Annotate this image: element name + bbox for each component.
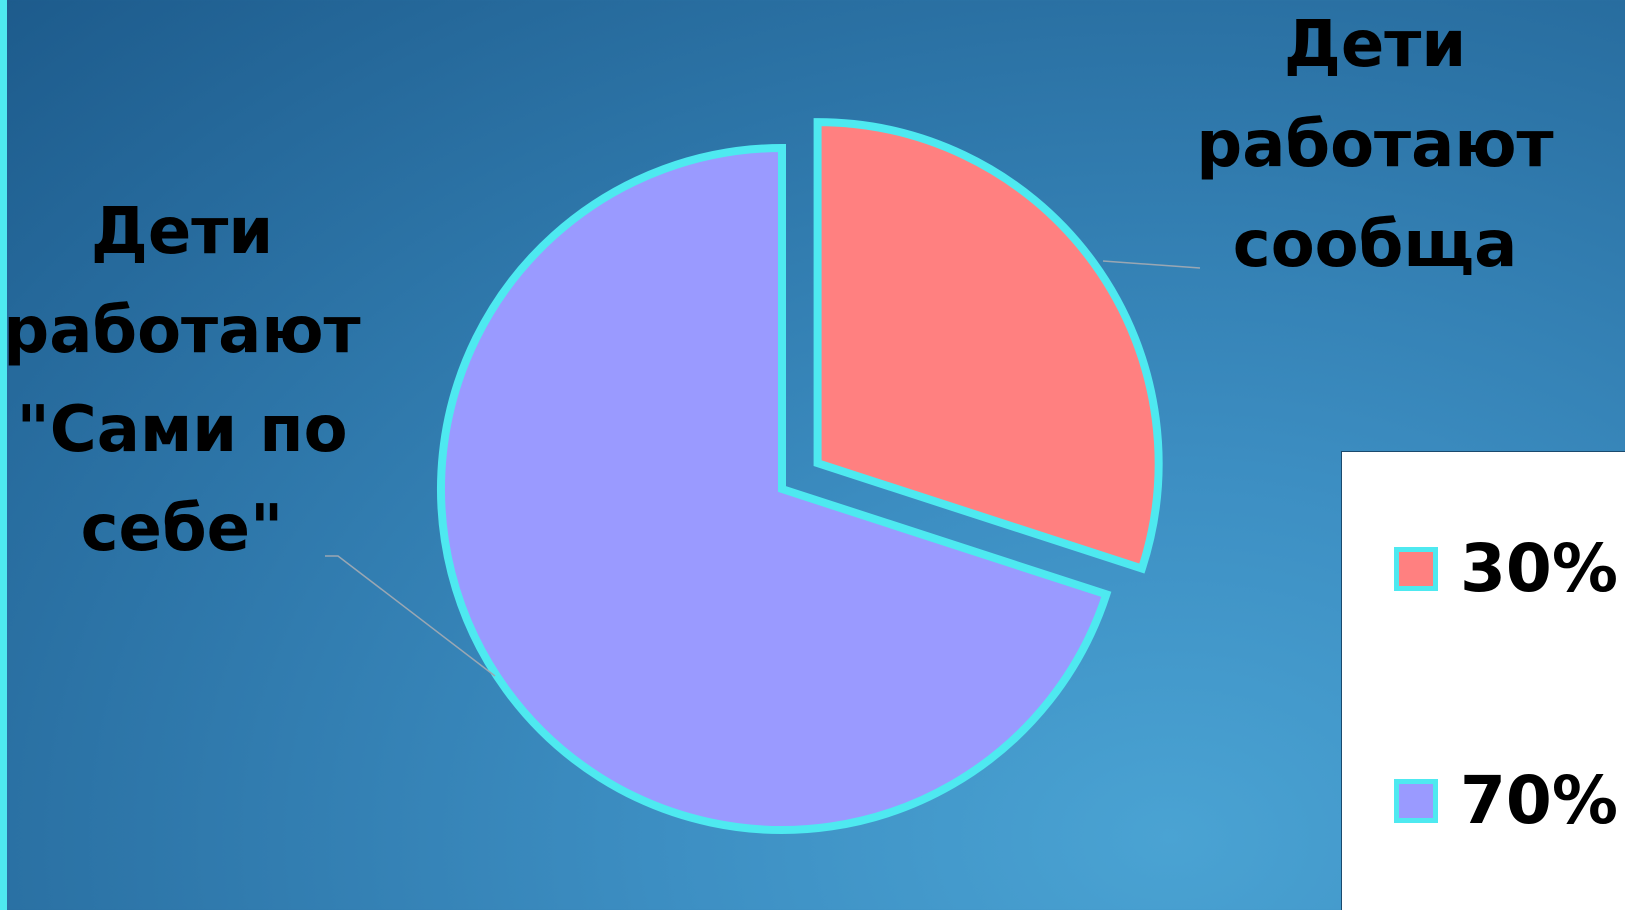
legend-item-1[interactable]: 70%	[1394, 768, 1618, 834]
legend-item-0[interactable]: 30%	[1394, 536, 1618, 602]
slice-label-1-line-1: работают	[3, 294, 360, 368]
slice-label-1: Дети работают "Сами по себе"	[3, 195, 360, 566]
leader-lines	[325, 260, 1201, 677]
slice-labels: Дети работают сообща Дети работают "Сами по се…	[3, 8, 1553, 566]
slice-label-1-line-2: "Сами по	[16, 393, 347, 467]
left-edge-accent	[0, 0, 7, 910]
slice-label-0-line-0: Дети	[1284, 8, 1466, 82]
slice-label-1-line-0: Дети	[91, 195, 273, 269]
slice-label-0: Дети работают сообща	[1196, 8, 1553, 282]
legend-label-0: 30%	[1460, 530, 1618, 607]
legend-swatch-0	[1394, 547, 1438, 591]
pie-slices	[437, 118, 1163, 834]
legend-label-1: 70%	[1460, 762, 1618, 839]
pie-slice-0[interactable]	[813, 118, 1163, 574]
legend: 30% 70%	[1341, 451, 1625, 910]
slice-label-0-line-1: работают	[1196, 108, 1553, 182]
legend-swatch-1	[1394, 779, 1438, 823]
slice-label-1-line-3: себе"	[81, 492, 284, 566]
slice-label-0-line-2: сообща	[1233, 208, 1518, 282]
leader-line-0	[1102, 260, 1201, 269]
pie-slice-1[interactable]	[437, 143, 1112, 834]
leader-line-1	[325, 555, 496, 677]
